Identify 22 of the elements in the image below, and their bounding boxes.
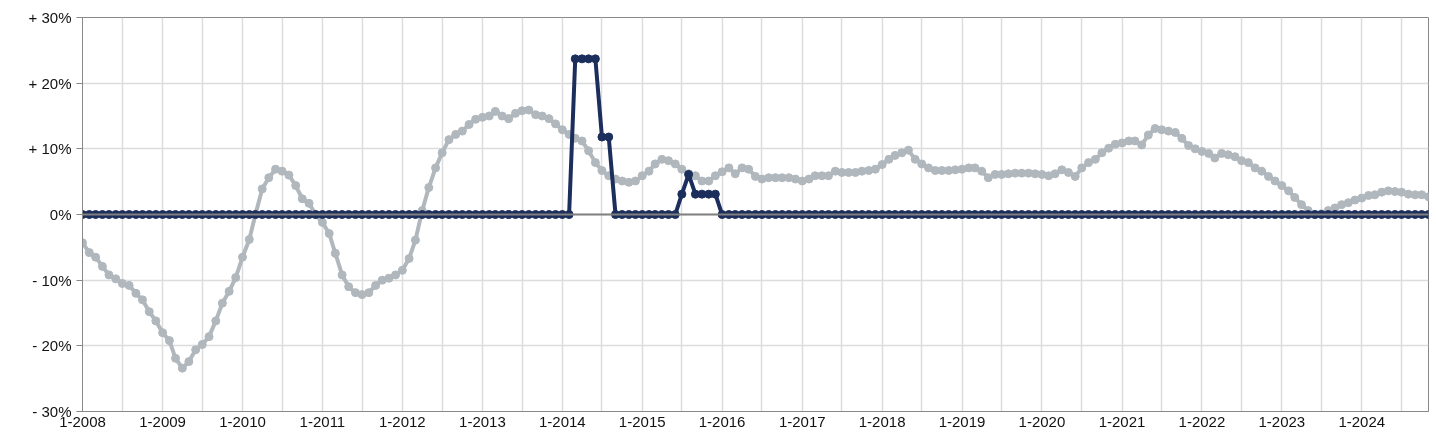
x-tick-label: 1-2014 (538, 412, 586, 430)
x-tick-label: 1-2013 (459, 412, 506, 430)
y-tick-label: - 20% (32, 337, 72, 355)
x-tick-label: 1-2010 (219, 412, 266, 430)
x-tick-label: 1-2011 (299, 412, 346, 430)
x-tick-label: 1-2021 (1098, 412, 1146, 430)
y-tick-label: - 10% (32, 271, 72, 289)
x-tick-label: 1-2017 (778, 412, 826, 430)
x-tick-label: 1-2023 (1258, 412, 1306, 430)
y-tick-label: + 30% (28, 9, 72, 26)
x-tick-label: 1-2020 (1018, 412, 1066, 430)
x-tick-label: 1-2019 (938, 412, 986, 430)
y-tick-label: 0% (49, 206, 72, 223)
x-tick-label: 1-2018 (858, 412, 906, 430)
x-tick-label: 1-2012 (378, 412, 426, 430)
y-tick-label: + 10% (28, 140, 72, 158)
x-tick-label: 1-2024 (1338, 412, 1386, 430)
y-tick-label: + 20% (28, 74, 72, 92)
x-tick-label: 1-2009 (139, 412, 186, 430)
x-tick-label: 1-2022 (1178, 412, 1226, 430)
x-tick-label: 1-2015 (618, 412, 666, 430)
x-tick-label: 1-2016 (698, 412, 746, 430)
